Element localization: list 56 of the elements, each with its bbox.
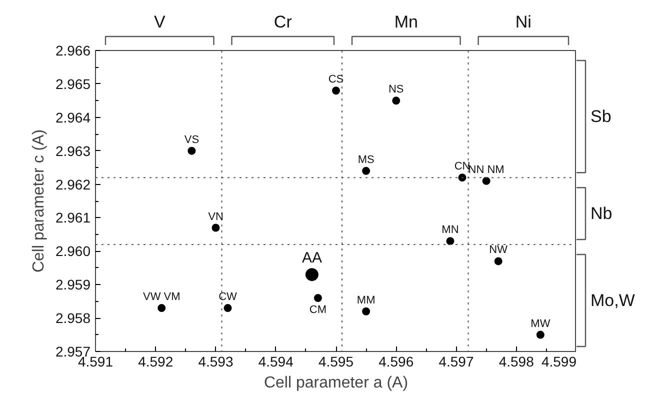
- x-tick-label: 4.592: [138, 354, 174, 370]
- text: Nb: [590, 204, 612, 224]
- y-tick-label: 2.966: [55, 42, 91, 58]
- y-axis-title: Cell parameter c (A): [30, 129, 48, 273]
- text: Mo,W: [590, 290, 635, 310]
- text: Sb: [590, 107, 612, 126]
- text: Cr: [274, 12, 292, 32]
- text: V: [154, 12, 166, 32]
- point: [458, 174, 466, 182]
- annotation: MM: [356, 294, 376, 306]
- annotation: NN NM: [468, 164, 504, 176]
- annotation: MW: [530, 318, 551, 330]
- annotation: CM: [309, 304, 327, 316]
- y-tick-label: 2.960: [55, 243, 91, 260]
- point: [314, 294, 322, 302]
- y-tick-label: 2.958: [55, 310, 91, 326]
- x-tick-label: 4.597: [438, 354, 474, 370]
- point: [482, 176, 490, 185]
- point: [362, 166, 370, 175]
- annotation: MS: [358, 154, 374, 166]
- point: [446, 237, 454, 246]
- annotation: CW: [218, 291, 238, 304]
- x-tick-label: 4.599: [541, 354, 577, 370]
- y-tick-label: 2.963: [55, 142, 91, 159]
- x-tick-label: 4.595: [318, 354, 354, 370]
- y-tick-label: 2.962: [55, 176, 91, 192]
- point: [536, 330, 544, 339]
- point: [212, 224, 220, 232]
- point: [224, 304, 232, 312]
- point: [332, 86, 340, 95]
- annotation: VS: [184, 134, 200, 146]
- annotation: CN: [454, 160, 470, 173]
- y-tick-label: 2.959: [55, 276, 91, 293]
- text: Ni: [515, 12, 532, 32]
- point: [494, 257, 502, 266]
- x-axis-title: Cell parameter a (A): [264, 374, 408, 392]
- annotation: NS: [388, 84, 404, 96]
- x-tick-label: 4.598: [498, 354, 534, 370]
- y-tick-label: 2.965: [55, 76, 91, 92]
- annotation: AA: [302, 250, 322, 267]
- annotation: VW VM: [143, 291, 180, 304]
- point: [188, 146, 196, 155]
- point: [392, 96, 400, 105]
- y-tick-label: 2.964: [55, 109, 91, 126]
- x-tick-label: 4.596: [378, 354, 414, 370]
- point: [158, 304, 166, 312]
- annotation: NW: [489, 244, 508, 256]
- text: Mn: [394, 12, 418, 32]
- x-tick-label: 4.594: [258, 354, 294, 370]
- annotation: VN: [208, 210, 224, 223]
- annotation: MN: [442, 224, 459, 236]
- annotation: CS: [328, 74, 344, 86]
- y-tick-label: 2.961: [55, 210, 91, 226]
- point: [305, 268, 318, 282]
- point: [362, 307, 370, 316]
- x-tick-label: 4.593: [198, 354, 234, 370]
